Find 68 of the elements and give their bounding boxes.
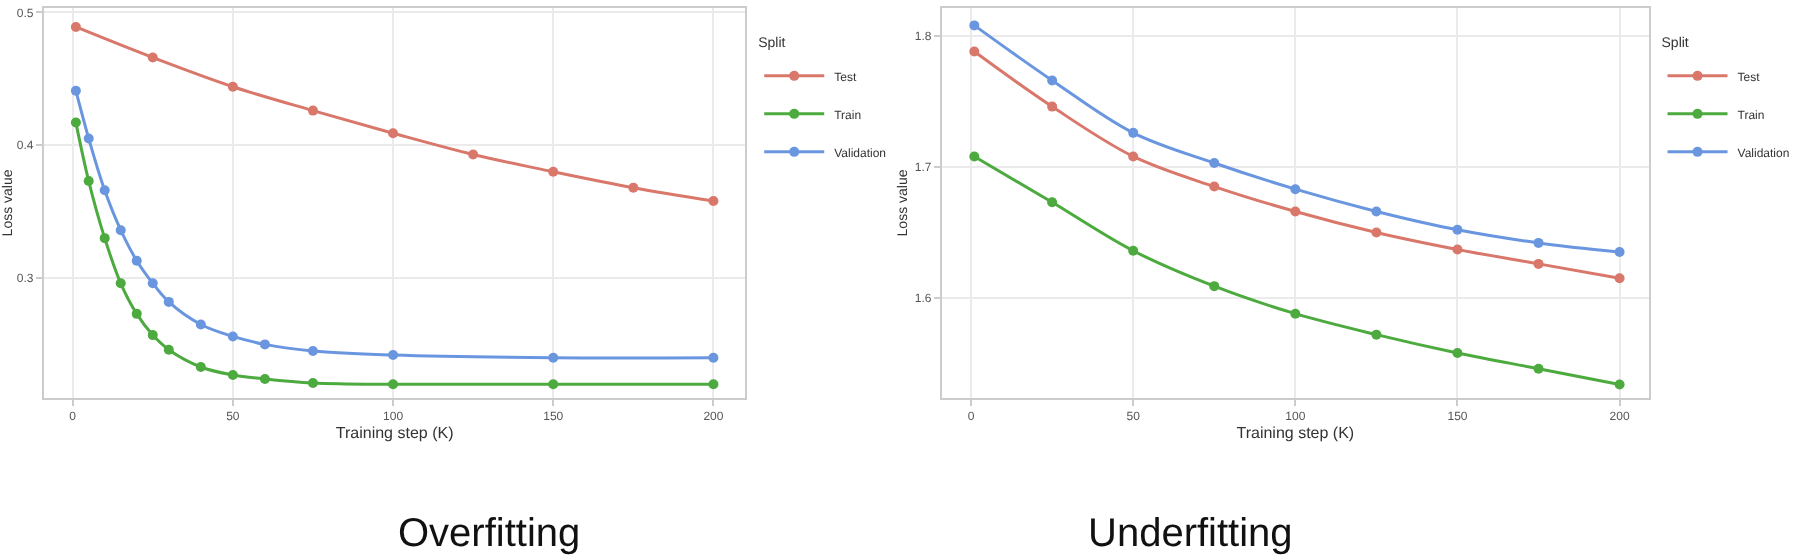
point	[70, 21, 81, 32]
point	[548, 352, 559, 363]
point	[388, 379, 399, 390]
point	[1371, 206, 1382, 217]
point	[1047, 75, 1058, 86]
point	[1533, 363, 1544, 374]
point	[1614, 247, 1625, 258]
point	[195, 361, 206, 372]
point	[307, 346, 318, 357]
point	[259, 373, 270, 384]
point	[1209, 281, 1220, 292]
point	[227, 331, 238, 342]
point	[468, 149, 479, 160]
point	[1533, 258, 1544, 269]
point	[969, 151, 980, 162]
point	[1614, 273, 1625, 284]
point	[163, 296, 174, 307]
text: Overfitting	[398, 512, 581, 556]
point	[1047, 101, 1058, 112]
point	[1452, 244, 1463, 255]
point	[307, 105, 318, 116]
point	[131, 255, 142, 266]
point	[83, 176, 94, 187]
point	[163, 344, 174, 355]
point	[1290, 184, 1301, 195]
point	[708, 195, 719, 206]
text: Underfitting	[1088, 512, 1293, 556]
point	[1047, 197, 1058, 208]
point	[548, 166, 559, 177]
point	[147, 330, 158, 341]
point	[969, 20, 980, 31]
point	[70, 85, 81, 96]
point	[708, 379, 719, 390]
x-axis-title: Training step (K)	[1236, 424, 1355, 443]
point	[388, 350, 399, 361]
point	[147, 278, 158, 289]
point	[147, 52, 158, 63]
point	[1533, 237, 1544, 248]
point	[548, 379, 559, 390]
point	[388, 128, 399, 139]
x-axis-title: Training step (K)	[335, 424, 455, 443]
point	[1452, 224, 1463, 235]
point	[1209, 157, 1220, 168]
point	[195, 319, 206, 330]
point	[628, 182, 639, 193]
point	[1209, 181, 1220, 192]
point	[1371, 329, 1382, 340]
point	[83, 133, 94, 144]
point	[70, 117, 81, 128]
point	[259, 339, 270, 350]
point	[1128, 245, 1139, 256]
point	[1128, 151, 1139, 162]
point	[1290, 308, 1301, 319]
point	[1371, 227, 1382, 238]
point	[969, 46, 980, 57]
point	[1614, 379, 1625, 390]
point	[1452, 347, 1463, 358]
point	[227, 81, 238, 92]
point	[115, 278, 126, 289]
point	[1290, 206, 1301, 217]
point	[307, 377, 318, 388]
point	[115, 225, 126, 236]
point	[1128, 127, 1139, 138]
point	[99, 185, 110, 196]
point	[227, 369, 238, 380]
point	[131, 308, 142, 319]
point	[99, 233, 110, 244]
point	[708, 352, 719, 363]
